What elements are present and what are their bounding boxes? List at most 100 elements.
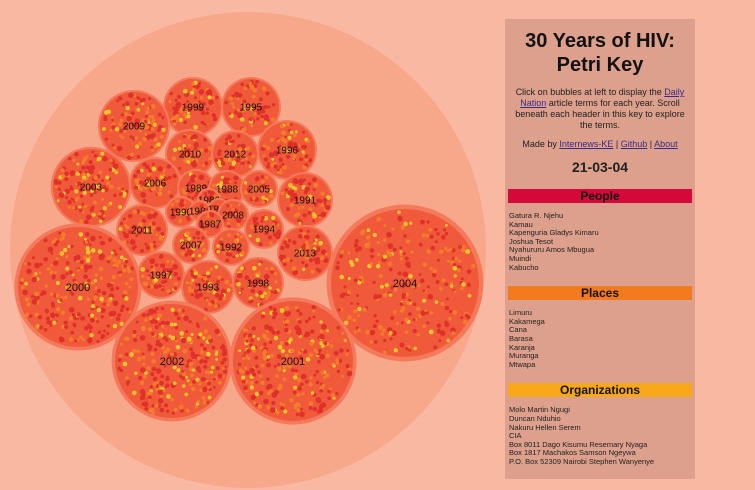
year-bubble-1992[interactable]: 1992	[212, 228, 250, 266]
term-dot	[315, 397, 322, 403]
year-bubble-2005[interactable]: 2005	[240, 170, 278, 208]
term-dot	[50, 292, 54, 296]
term-dot	[114, 171, 118, 175]
places-item[interactable]: Cana	[509, 325, 527, 335]
places-item[interactable]: Muranga	[509, 351, 539, 361]
year-bubble-2013[interactable]: 2013	[277, 225, 333, 281]
term-dot	[212, 116, 218, 122]
term-dot	[442, 228, 447, 232]
organizations-item[interactable]: P.O. Box 52309 Nairobi Stephen Wanyenye	[509, 456, 655, 466]
term-dot	[149, 385, 153, 389]
term-dot	[245, 339, 249, 343]
people-item[interactable]: Joshua Tesot	[509, 236, 554, 246]
organizations-item[interactable]: Duncan Nduhio	[509, 413, 561, 423]
year-bubble-1995[interactable]: 1995	[221, 77, 281, 137]
term-dot	[98, 219, 103, 224]
term-dot	[150, 265, 154, 269]
term-dot	[261, 216, 265, 220]
term-dot	[283, 409, 288, 414]
organizations-item[interactable]: Molo Martin Ngugi	[509, 405, 570, 415]
term-dot	[318, 216, 322, 220]
term-dot	[261, 311, 266, 315]
term-dot	[345, 363, 350, 369]
about-link[interactable]: About	[654, 139, 678, 149]
year-bubble-1991[interactable]: 1991	[277, 172, 333, 228]
term-dot	[186, 114, 191, 119]
term-dot	[232, 166, 236, 170]
term-dot	[419, 278, 425, 284]
term-dot	[236, 217, 242, 224]
term-dot	[186, 379, 190, 382]
people-header[interactable]: People	[508, 189, 692, 203]
term-dot	[112, 257, 118, 263]
people-item[interactable]: Kabucho	[509, 262, 539, 272]
term-dot	[133, 174, 138, 179]
people-item[interactable]: Nyahururu Amos Mbugua	[509, 245, 595, 255]
organizations-item[interactable]: Nakuru Hellen Serem	[509, 422, 581, 432]
daily-nation-link[interactable]: Daily Nation	[520, 87, 685, 108]
term-dot	[106, 109, 112, 114]
year-bubble-2010[interactable]: 2010	[165, 129, 215, 179]
places-item[interactable]: Karanja	[509, 342, 535, 352]
places-item[interactable]: Mtwapa	[509, 359, 536, 369]
term-dot	[100, 151, 105, 156]
term-dot	[217, 275, 222, 280]
term-dot	[439, 330, 446, 336]
year-bubble-1996[interactable]: 1996	[257, 120, 317, 180]
year-bubble-2009[interactable]: 2009	[97, 89, 171, 163]
year-bubble-2003[interactable]: 2003	[50, 146, 132, 228]
term-dot	[146, 106, 150, 110]
term-dot	[71, 313, 76, 317]
year-bubble-2002[interactable]: 2002	[111, 300, 233, 422]
term-dot	[257, 271, 261, 275]
year-bubble-1994[interactable]: 1994	[244, 209, 284, 249]
term-dot	[300, 382, 304, 387]
term-dot	[93, 279, 98, 283]
year-bubble-2011[interactable]: 2011	[116, 204, 168, 256]
year-bubble-1999[interactable]: 1999	[163, 77, 223, 137]
term-dot	[450, 284, 454, 288]
year-bubble-2001[interactable]: 2001	[229, 297, 357, 425]
year-bubble-2007[interactable]: 2007	[172, 226, 210, 264]
year-bubble-2012[interactable]: 2012	[211, 130, 259, 178]
places-item[interactable]: Limuru	[509, 308, 532, 318]
term-dot	[319, 320, 323, 324]
places-item[interactable]: Kakamega	[509, 316, 545, 326]
term-dot	[141, 313, 146, 318]
term-dot	[114, 127, 120, 132]
term-dot	[258, 262, 262, 266]
term-dot	[193, 209, 197, 214]
term-dot	[224, 100, 228, 105]
people-item[interactable]: Muindi	[509, 253, 532, 263]
term-dot	[148, 316, 153, 321]
term-dot	[181, 188, 185, 192]
year-bubble-2000[interactable]: 2000	[14, 223, 142, 351]
term-dot	[138, 129, 142, 133]
year-bubble-1997[interactable]: 1997	[137, 251, 185, 299]
places-item[interactable]: Barasa	[509, 333, 533, 343]
people-item[interactable]: Kamau	[509, 219, 533, 229]
organizations-item[interactable]: CIA	[509, 431, 522, 441]
github-link[interactable]: Github	[620, 139, 648, 149]
term-dot	[174, 325, 179, 330]
people-item[interactable]: Gatura R. Njehu	[509, 211, 564, 220]
term-dot	[24, 281, 28, 286]
term-dot	[119, 192, 123, 196]
organizations-item[interactable]: Box 1817 Machakos Samson Ngeywa	[509, 448, 636, 458]
term-dot	[263, 291, 267, 295]
places-header[interactable]: Places	[508, 286, 692, 301]
term-dot	[68, 205, 71, 209]
term-dot	[188, 320, 192, 324]
year-bubble-2004[interactable]: 2004	[326, 204, 484, 362]
term-dot	[86, 173, 91, 177]
term-dot	[248, 152, 253, 157]
internews-link[interactable]: Internews-KE	[559, 139, 614, 149]
term-dot	[274, 280, 278, 284]
term-dot	[129, 352, 134, 357]
term-dot	[147, 347, 152, 352]
organizations-item[interactable]: Box 8011 Dago Kisumu Resemary Nyaga	[509, 439, 648, 449]
organizations-header[interactable]: Organizations	[508, 383, 692, 398]
term-dot	[369, 262, 373, 266]
people-item[interactable]: Kapenguria Gladys Kimaru	[509, 228, 599, 238]
term-dot	[336, 325, 341, 330]
